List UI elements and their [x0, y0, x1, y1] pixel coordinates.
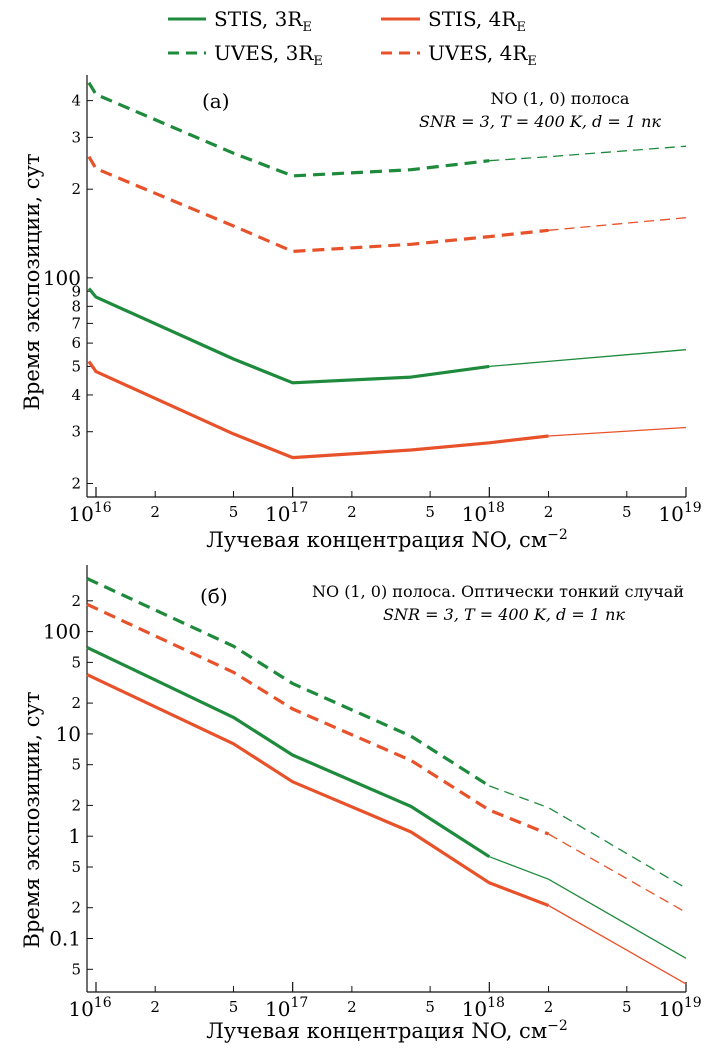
- x-tick-label: 5: [622, 503, 632, 521]
- x-major-tick-label: 1017: [265, 995, 308, 1021]
- series-line-stis-3re-thick: [86, 645, 491, 859]
- series-line-uves-3re-thick: [86, 577, 491, 788]
- panel-b-series: [86, 577, 687, 985]
- panel-b-label: (б): [200, 584, 228, 608]
- panel-b-ylabel: Время экспозиции, сут: [20, 692, 44, 949]
- y-tick-label: 2: [71, 592, 81, 610]
- panel-a: (a) NO (1, 0) полоса SNR = 3, T = 400 K,…: [20, 75, 702, 552]
- y-tick-label: 3: [71, 423, 81, 441]
- legend: STIS, 3RE STIS, 4RE UVES, 3RE UVES, 4RE: [168, 7, 537, 69]
- series-line-uves-3re-thick: [87, 81, 490, 178]
- y-tick-label: 3: [71, 128, 81, 146]
- x-tick-label: 2: [347, 503, 357, 521]
- panel-a-label: (a): [202, 89, 230, 113]
- series-line-stis-4re-thin: [548, 426, 687, 437]
- x-major-tick-label: 1018: [462, 500, 505, 526]
- panel-b-ticks: 5 0.1 2 5 1 2 5 10 2 5 100 2 2 5 2 5 2 5 1016 1017 1018 1019: [43, 565, 702, 1021]
- x-major-tick-label: 1018: [462, 995, 505, 1021]
- legend-item: UVES, 4RE: [381, 41, 537, 69]
- x-major-tick-label: 1019: [658, 995, 701, 1021]
- y-tick-label: 4: [71, 92, 81, 110]
- x-tick-label: 5: [425, 503, 435, 521]
- y-tick-label: 5: [71, 357, 81, 375]
- legend-item: UVES, 3RE: [168, 41, 323, 69]
- panel-b-xlabel: Лучевая концентрация NO, см−2: [206, 1018, 568, 1043]
- series-line-uves-4re-thin: [548, 217, 687, 231]
- y-tick-label: 7: [71, 314, 81, 332]
- y-tick-label: 1: [68, 824, 81, 848]
- x-tick-label: 2: [544, 998, 554, 1016]
- series-line-stis-4re-thick: [87, 360, 549, 460]
- panel-a-xlabel: Лучевая концентрация NO, см−2: [206, 527, 568, 552]
- panel-a-annotation-line2: SNR = 3, T = 400 K, d = 1 пк: [419, 112, 661, 131]
- y-tick-label: 4: [71, 386, 81, 404]
- panel-b: (б) NO (1, 0) полоса. Оптически тонкий с…: [20, 565, 702, 1043]
- y-tick-label: 5: [71, 653, 81, 671]
- series-line-stis-3re-thin: [489, 856, 687, 959]
- panel-a-series: [87, 81, 687, 460]
- series-line-stis-3re-thin: [489, 349, 687, 368]
- y-tick-label: 2: [71, 899, 81, 917]
- y-tick-label: 8: [71, 297, 81, 315]
- x-major-tick-label: 1017: [265, 500, 308, 526]
- y-tick-label: 2: [71, 180, 81, 198]
- y-tick-label: 5: [71, 960, 81, 978]
- legend-item: STIS, 3RE: [168, 7, 312, 35]
- x-major-tick-label: 1016: [68, 500, 111, 526]
- panel-b-annotation-line2: SNR = 3, T = 400 K, d = 1 пк: [383, 605, 625, 624]
- x-tick-label: 5: [622, 998, 632, 1016]
- panel-b-annotation-line1: NO (1, 0) полоса. Оптически тонкий случа…: [312, 582, 684, 601]
- y-tick-label: 5: [71, 858, 81, 876]
- series-line-stis-3re-thick: [87, 287, 490, 385]
- y-tick-label: 2: [71, 475, 81, 493]
- series-line-uves-4re-thick: [87, 155, 549, 253]
- y-tick-label: 10: [56, 722, 81, 746]
- series-line-uves-4re-thin: [548, 833, 687, 913]
- y-tick-label: 9: [71, 282, 81, 300]
- series-line-uves-4re-thick: [86, 602, 550, 836]
- y-tick-label: 2: [71, 796, 81, 814]
- x-tick-label: 5: [425, 998, 435, 1016]
- x-tick-label: 5: [229, 503, 239, 521]
- series-line-stis-4re-thin: [548, 904, 687, 985]
- x-tick-label: 2: [347, 998, 357, 1016]
- x-tick-label: 5: [229, 998, 239, 1016]
- y-tick-label: 6: [71, 334, 81, 352]
- y-tick-label: 0.1: [49, 927, 81, 951]
- series-line-uves-3re-thin: [489, 785, 687, 889]
- legend-item: STIS, 4RE: [381, 7, 526, 35]
- series-line-stis-4re-thick: [86, 673, 550, 907]
- x-tick-label: 2: [544, 503, 554, 521]
- x-major-tick-label: 1016: [68, 995, 111, 1021]
- y-tick-label: 5: [71, 756, 81, 774]
- panel-a-ylabel: Время экспозиции, сут: [20, 154, 44, 411]
- y-tick-label: 100: [43, 620, 81, 644]
- x-tick-label: 2: [150, 503, 160, 521]
- legend-label: STIS, 3RE: [214, 7, 312, 35]
- legend-label: STIS, 4RE: [428, 7, 526, 35]
- series-line-uves-3re-thin: [489, 145, 687, 162]
- x-major-tick-label: 1019: [658, 500, 701, 526]
- y-tick-label: 100: [43, 266, 81, 290]
- x-tick-label: 2: [150, 998, 160, 1016]
- legend-label: UVES, 3RE: [214, 41, 323, 69]
- legend-label: UVES, 4RE: [428, 41, 537, 69]
- panel-a-annotation-line1: NO (1, 0) полоса: [491, 89, 630, 108]
- y-tick-label: 2: [71, 694, 81, 712]
